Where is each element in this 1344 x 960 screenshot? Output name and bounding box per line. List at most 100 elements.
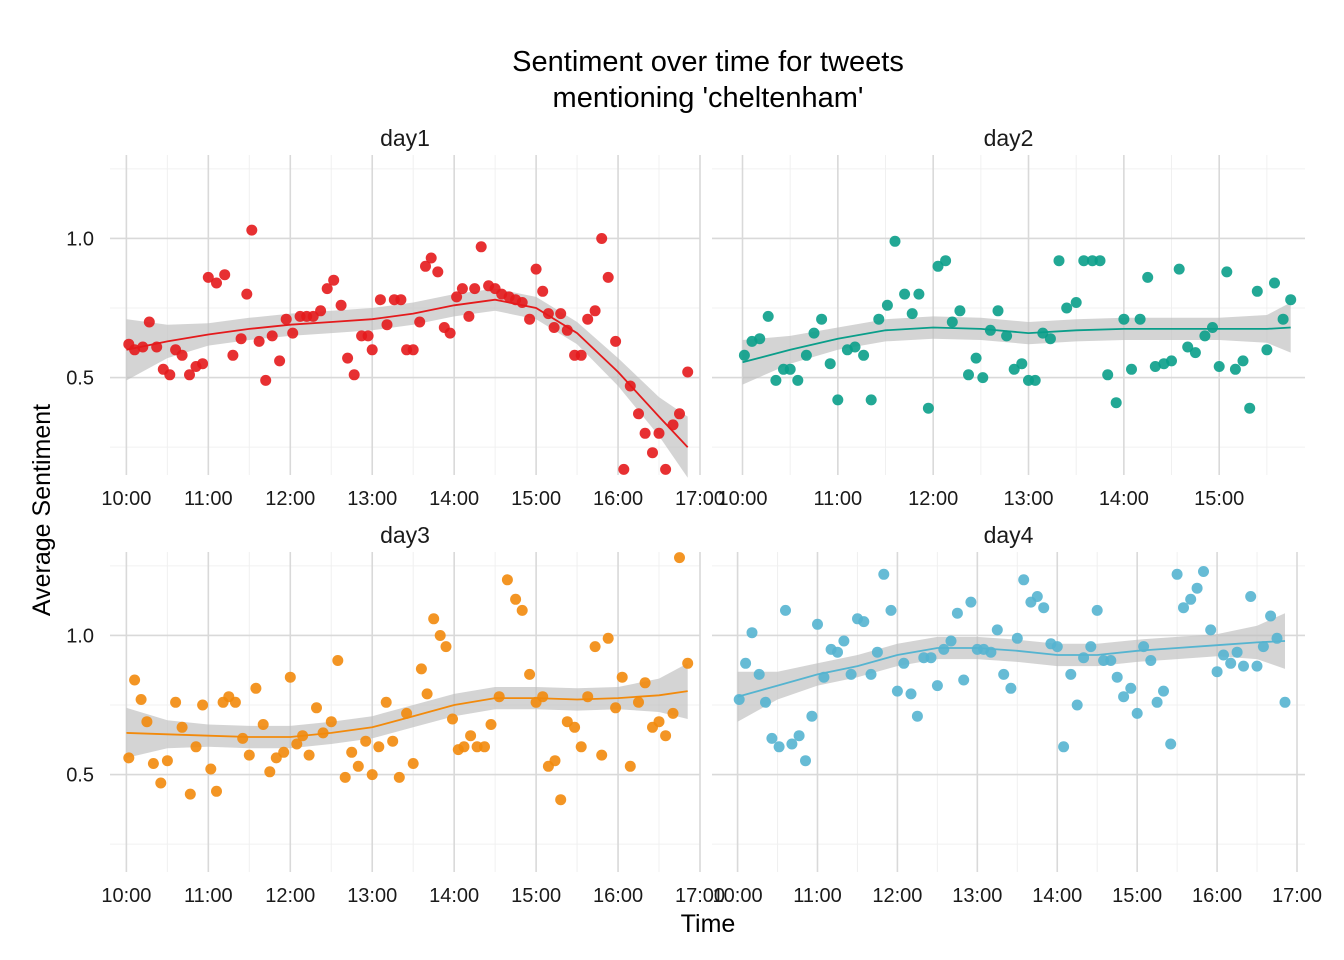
data-point-day3 (141, 716, 153, 728)
data-point-day3 (229, 696, 241, 708)
x-tick-label-day1: 16:00 (593, 488, 643, 510)
data-point-day3 (211, 785, 222, 797)
data-point-day4 (1257, 641, 1269, 653)
data-point-day4 (1078, 652, 1090, 664)
data-point-day1 (274, 355, 286, 367)
data-point-day4 (1231, 646, 1243, 658)
data-point-day2 (881, 299, 893, 311)
data-point-day1 (235, 333, 247, 345)
data-point-day1 (381, 319, 393, 331)
data-point-day1 (164, 369, 176, 381)
data-point-day1 (253, 335, 265, 347)
data-point-day4 (905, 688, 917, 700)
data-point-day3 (493, 691, 505, 703)
data-point-day2 (792, 374, 804, 386)
data-point-day2 (1142, 271, 1154, 283)
x-tick-label-day4: 12:00 (872, 885, 922, 907)
data-point-day3 (176, 721, 188, 733)
data-point-day1 (575, 349, 587, 361)
data-point-day3 (653, 716, 665, 728)
data-point-day4 (1211, 666, 1223, 678)
data-point-day2 (858, 349, 870, 361)
data-point-day1 (362, 330, 374, 342)
x-tick-label-day4: 13:00 (952, 885, 1002, 907)
data-point-day4 (1205, 624, 1217, 636)
x-tick-label-day2: 11:00 (814, 488, 863, 510)
data-point-day1 (548, 322, 560, 333)
data-point-day3 (582, 691, 594, 703)
data-point-day3 (264, 766, 276, 778)
data-point-day4 (925, 652, 937, 664)
x-tick-label-day3: 13:00 (347, 885, 397, 907)
data-point-day3 (373, 741, 385, 753)
data-point-day4 (1065, 668, 1077, 680)
data-point-day3 (596, 749, 608, 761)
data-point-day1 (280, 313, 292, 325)
data-point-day1 (241, 288, 253, 300)
data-point-day4 (740, 657, 752, 669)
x-tick-label-day1: 15:00 (511, 488, 561, 510)
data-point-day2 (1261, 344, 1273, 356)
x-tick-label-day2: 15:00 (1194, 488, 1244, 510)
data-point-day2 (954, 305, 966, 317)
data-point-day3 (257, 719, 269, 730)
data-point-day1 (227, 349, 239, 361)
x-tick-label-day3: 11:00 (184, 885, 233, 907)
data-point-day2 (832, 394, 844, 406)
data-point-day4 (858, 616, 870, 628)
data-point-day4 (1158, 685, 1169, 697)
data-point-day2 (1001, 330, 1013, 342)
data-point-day2 (932, 260, 944, 272)
data-point-day3 (387, 735, 399, 747)
data-point-day3 (415, 663, 427, 675)
data-point-day1 (537, 285, 549, 297)
data-point-day4 (1071, 699, 1083, 711)
data-point-day1 (246, 224, 258, 236)
data-point-day2 (762, 310, 774, 322)
data-point-day4 (885, 604, 897, 616)
strip-label-day3: day3 (380, 522, 430, 548)
x-tick-label-day3: 15:00 (511, 885, 561, 907)
data-point-day2 (1277, 313, 1289, 325)
data-point-day2 (1269, 277, 1280, 289)
data-point-day3 (616, 671, 628, 683)
data-point-day3 (569, 721, 581, 733)
data-point-day2 (800, 349, 812, 361)
data-point-day3 (170, 696, 182, 708)
data-point-day4 (1091, 604, 1103, 616)
data-point-day2 (1016, 358, 1028, 370)
data-point-day3 (339, 771, 351, 783)
data-point-day2 (1251, 285, 1263, 297)
data-point-day3 (434, 630, 446, 641)
data-point-day3 (197, 699, 209, 711)
data-point-day2 (1207, 322, 1218, 333)
x-tick-label-day4: 10:00 (713, 885, 763, 907)
data-point-day4 (766, 732, 778, 744)
chart-title-line-2: mentioning 'cheltenham' (553, 82, 864, 114)
x-axis-title: Time (681, 910, 736, 938)
data-point-day3 (346, 746, 358, 758)
x-tick-label-day3: 16:00 (593, 885, 643, 907)
data-point-day4 (898, 657, 910, 669)
data-point-day4 (945, 635, 957, 647)
data-point-day4 (1118, 691, 1130, 703)
data-point-day3 (440, 641, 452, 653)
data-point-day1 (618, 463, 630, 475)
data-point-day3 (243, 749, 255, 761)
data-point-day3 (147, 758, 159, 769)
data-point-day1 (260, 374, 272, 386)
data-point-day2 (1285, 294, 1297, 306)
data-point-day4 (1185, 593, 1197, 605)
data-point-day2 (849, 341, 861, 353)
data-point-day4 (1198, 566, 1209, 577)
data-point-day4 (1105, 655, 1117, 666)
data-point-day3 (284, 671, 296, 683)
data-point-day4 (760, 696, 771, 708)
data-point-day4 (1018, 574, 1030, 586)
data-point-day1 (219, 269, 231, 281)
smooth-line-day2 (742, 326, 1291, 364)
panel-day2: day2 10:00 11:00 12:00 13:00 14:00 15:00 (712, 125, 1305, 510)
data-point-day1 (469, 283, 481, 295)
data-point-day3 (366, 769, 378, 781)
x-tick-label-day1: 11:00 (184, 488, 233, 510)
